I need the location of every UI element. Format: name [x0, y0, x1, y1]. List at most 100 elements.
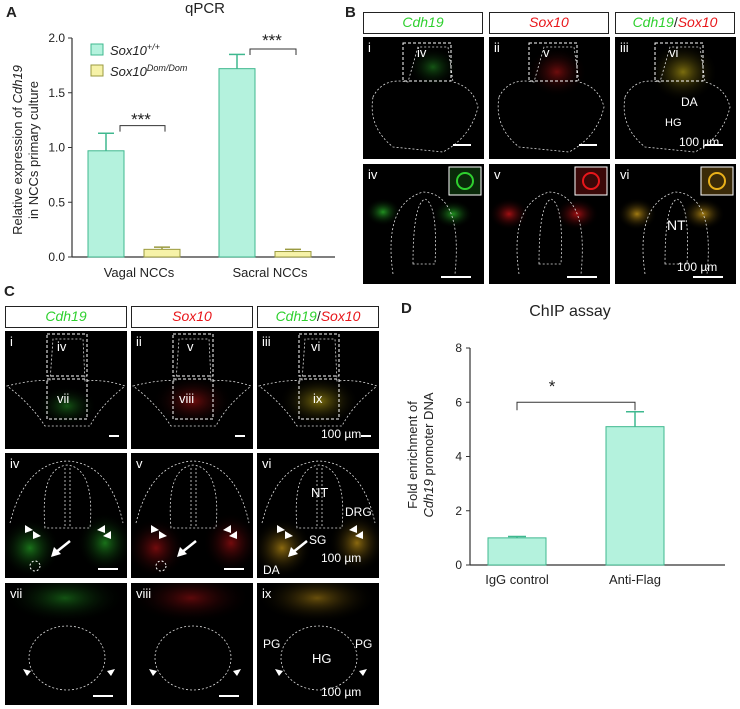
c-micrograph-vi: vi NT DRG SG DA 100 µm — [257, 453, 379, 578]
b-roman-vi: vi — [620, 167, 630, 182]
b-micrograph-vi: vi NT 100 µm — [615, 164, 736, 284]
c-micrograph-vii: vii — [5, 583, 127, 705]
chart-d-ylabel-line2: Cdh19 promoter DNA — [421, 392, 436, 517]
c-label-da: DA — [263, 563, 280, 577]
chart-a-ytick-label: 2.0 — [48, 31, 65, 45]
chart-a-ylabel: Relative expression of Cdh19 — [10, 65, 25, 235]
chart-a-bar — [218, 68, 256, 258]
c-micrograph-ix: ix PG HG PG 100 µm — [257, 583, 379, 705]
chart-d-sig-bracket — [516, 401, 636, 411]
chart-a-ytick-label: 1.5 — [48, 86, 65, 100]
c-roman-i: i — [10, 334, 13, 349]
b-header-cdh19: Cdh19 — [363, 12, 483, 34]
chart-a-category-label: Vagal NCCs — [104, 265, 175, 280]
b-micrograph-iv: iv — [363, 164, 484, 284]
c-roman-iii: iii — [262, 334, 271, 349]
chart-d-ytick-label: 6 — [455, 395, 462, 409]
b-micrograph-v: v — [489, 164, 610, 284]
b-roman-v: v — [494, 167, 501, 182]
sig-label-chip: * — [549, 377, 556, 396]
c-box-vi: vi — [311, 339, 321, 354]
chart-a-ytick-label: 0.5 — [48, 195, 65, 209]
c-header-sox10: Sox10 — [131, 306, 253, 328]
b-scale-label-top: 100 µm — [679, 135, 720, 149]
c-micrograph-i: i iv vii — [5, 331, 127, 449]
panel-label-d: D — [401, 300, 412, 317]
c-micrograph-viii: viii — [131, 583, 253, 705]
chart-d-category-label: IgG control — [485, 572, 549, 587]
c-micrograph-v: v — [131, 453, 253, 578]
c-label-pg-left: PG — [263, 637, 281, 651]
b-roman-i: i — [368, 40, 371, 55]
chart-a-bar — [274, 251, 312, 258]
chart-d-bar — [487, 537, 547, 566]
chart-a-category-label: Sacral NCCs — [232, 265, 308, 280]
b-header-merge: Cdh19/Sox10 — [615, 12, 735, 34]
chart-d-ytick-label: 8 — [455, 341, 462, 355]
c-box-iv: iv — [57, 339, 67, 354]
c-micrograph-ii: ii v viii — [131, 331, 253, 449]
chart-a-ytick-label: 1.0 — [48, 141, 65, 155]
sig-label-sacral: *** — [262, 31, 282, 50]
c-roman-ix: ix — [262, 586, 272, 601]
legend-swatch-dom — [90, 64, 104, 77]
chart-d-bar — [605, 426, 665, 566]
chart-d: 0 2 4 6 8 IgG control Anti-Flag Fold enrichmen… — [405, 341, 725, 587]
c-box-viii: viii — [179, 391, 195, 406]
panel-label-c: C — [4, 283, 15, 300]
c-roman-iv: iv — [10, 456, 20, 471]
chart-a-bar — [87, 150, 125, 258]
c-scale-label-top: 100 µm — [321, 427, 362, 441]
c-label-pg-right: PG — [355, 637, 373, 651]
c-roman-vi: vi — [262, 456, 272, 471]
chart-a: 0.0 0.5 1.0 1.5 2.0 Vagal NCCs Sacral NCCs Rel… — [10, 31, 335, 280]
c-scale-label-bottom: 100 µm — [321, 685, 362, 699]
c-label-hg: HG — [312, 651, 332, 666]
b-roman-ii: ii — [494, 40, 500, 55]
b-label-nt: NT — [667, 217, 686, 233]
b-box-v: v — [543, 45, 550, 60]
panel-label-a: A — [6, 4, 17, 21]
b-roman-iii: iii — [620, 40, 629, 55]
c-box-ix: ix — [313, 391, 323, 406]
c-label-drg: DRG — [345, 505, 372, 519]
b-micrograph-i: i iv — [363, 37, 484, 159]
b-micrograph-ii: ii v — [489, 37, 610, 159]
legend-label-wt: Sox10+/+ — [110, 42, 160, 58]
c-header-cdh19: Cdh19 — [5, 306, 127, 328]
c-roman-v: v — [136, 456, 143, 471]
b-label-hg: HG — [665, 117, 682, 129]
c-roman-ii: ii — [136, 334, 142, 349]
chart-a-ytick-label: 0.0 — [48, 250, 65, 264]
c-header-merge: Cdh19/Sox10 — [257, 306, 379, 328]
c-micrograph-iv: iv — [5, 453, 127, 578]
c-roman-vii: vii — [10, 586, 23, 601]
c-label-sg: SG — [309, 533, 327, 547]
c-micrograph-iii: iii vi ix 100 µm — [257, 331, 379, 449]
chart-a-ylabel-line2: in NCCs primary culture — [26, 81, 41, 219]
chart-d-title: ChIP assay — [529, 303, 611, 320]
c-label-nt: NT — [311, 485, 329, 500]
c-roman-viii: viii — [136, 586, 152, 601]
chart-a-title: qPCR — [184, 0, 225, 17]
sig-label-vagal: *** — [131, 110, 151, 129]
panel-label-b: B — [345, 4, 356, 21]
c-box-v: v — [187, 339, 194, 354]
b-roman-iv: iv — [368, 167, 378, 182]
chart-a-sig-bracket — [249, 48, 297, 55]
b-label-da: DA — [681, 95, 698, 109]
chart-d-ytick-label: 2 — [455, 504, 462, 518]
chart-a-sig-bracket — [119, 125, 166, 132]
legend-swatch-wt — [90, 43, 104, 56]
chart-d-ytick-label: 0 — [455, 558, 462, 572]
c-scale-label-mid: 100 µm — [321, 551, 362, 565]
b-box-vi: vi — [669, 45, 679, 60]
b-micrograph-iii: iii vi DA HG 100 µm — [615, 37, 736, 159]
chart-d-ytick-label: 4 — [455, 450, 462, 464]
c-box-vii: vii — [57, 391, 70, 406]
legend-label-dom: Sox10Dom/Dom — [110, 63, 188, 79]
b-scale-label-bottom: 100 µm — [677, 260, 718, 274]
b-header-sox10: Sox10 — [489, 12, 609, 34]
chart-d-category-label: Anti-Flag — [609, 572, 661, 587]
b-box-iv: iv — [417, 45, 427, 60]
